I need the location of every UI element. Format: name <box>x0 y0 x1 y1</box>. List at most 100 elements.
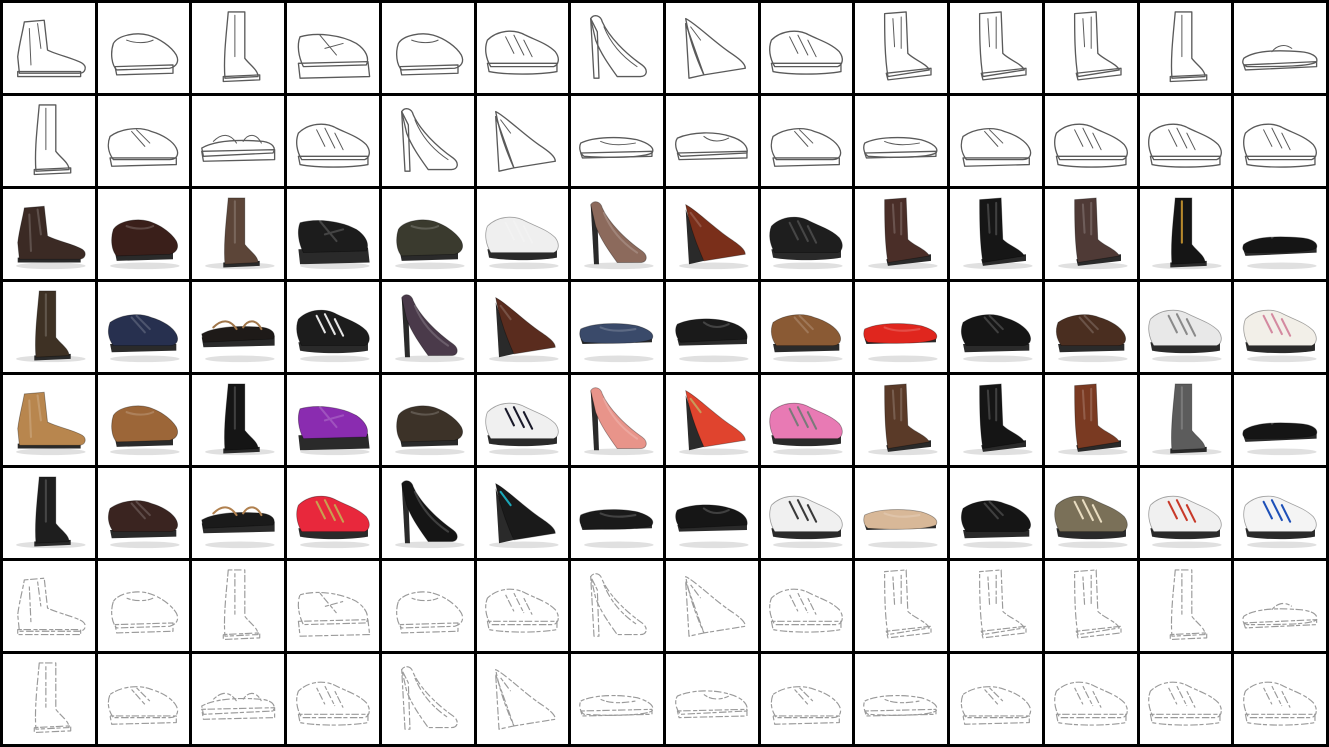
flat-shoe-image <box>579 508 654 548</box>
mary-jane-shoe-image <box>297 405 370 455</box>
shoe-faint-tile <box>571 654 663 744</box>
shoe-photo-tile <box>97 282 190 372</box>
cowboy-boot-shoe-image <box>868 197 938 269</box>
shoe-sketch-tile <box>950 3 1042 93</box>
oxford-shoe-image <box>771 127 842 167</box>
oxford-shoe-image <box>771 313 843 362</box>
shoe-sketch-tile <box>476 96 569 186</box>
shoe-sketch-tile <box>287 3 379 93</box>
flip-flop-shoe-image <box>1242 44 1318 71</box>
shoe-faint-tile <box>666 654 758 744</box>
pump-shoe-image <box>394 479 465 548</box>
shoe-photo-tile <box>3 375 95 465</box>
shoe-photo-tile <box>760 189 853 279</box>
wedge-shoe-image <box>684 575 746 637</box>
ankle-boot-shoe-image <box>15 205 86 269</box>
wedge-shoe-image <box>684 17 746 79</box>
shoe-sketch-tile <box>950 96 1042 186</box>
tall-boot-shoe-image <box>1152 383 1222 455</box>
shoe-photo-tile <box>381 375 474 465</box>
flat-shoe-image <box>579 322 654 362</box>
shoe-photo-tile <box>1234 189 1326 279</box>
wedge-shoe-image <box>489 482 559 548</box>
pump-shoe-image <box>590 572 647 637</box>
shoe-photo-tile <box>476 189 569 279</box>
pump-shoe-image <box>400 665 458 730</box>
flat-shoe-image <box>863 508 938 548</box>
cowboy-boot-shoe-image <box>962 197 1033 269</box>
loafer-shoe-image <box>674 318 749 362</box>
shoe-photo-tile <box>1044 282 1137 372</box>
shoe-photo-tile <box>381 468 474 558</box>
sneaker-shoe-image <box>1148 123 1223 168</box>
ankle-boot-shoe-image <box>15 391 86 455</box>
sneaker-shoe-image <box>1148 681 1223 726</box>
shoe-photo-tile <box>855 468 948 558</box>
ankle-boot-shoe-image <box>16 19 86 77</box>
oxford-shoe-image <box>1055 313 1128 362</box>
wedge-shoe-image <box>495 110 557 172</box>
shoe-sketch-tile <box>855 96 948 186</box>
shoe-faint-tile <box>287 561 379 651</box>
flat-shoe-image <box>863 136 938 159</box>
wedge-shoe-image <box>678 203 749 269</box>
sneaker-shoe-image <box>769 216 844 269</box>
shoe-photo-tile <box>760 468 853 558</box>
shoe-sketch-tile <box>3 96 95 186</box>
cowboy-boot-shoe-image <box>978 568 1027 639</box>
shoe-photo-tile <box>571 189 663 279</box>
pump-shoe-image <box>400 107 458 172</box>
shoe-photo-tile <box>192 189 285 279</box>
flat-shoe-image <box>863 694 938 717</box>
sneaker-shoe-image <box>1243 495 1317 548</box>
loafer-shoe-image <box>674 504 749 548</box>
shoe-sketch-tile <box>1139 96 1232 186</box>
shoe-sketch-tile <box>1139 3 1232 93</box>
sneaker-shoe-image <box>1148 495 1222 548</box>
tall-boot-shoe-image <box>1152 197 1222 269</box>
shoe-faint-tile <box>287 654 379 744</box>
shoe-sketch-tile <box>1044 3 1137 93</box>
shoe-sketch-tile <box>97 3 190 93</box>
sneaker-shoe-image <box>1053 495 1128 548</box>
shoe-photo-tile <box>381 189 474 279</box>
sneaker-shoe-image <box>1243 309 1317 362</box>
flip-flop-shoe-image <box>1242 602 1318 629</box>
tall-boot-shoe-image <box>15 476 86 548</box>
shoe-photo-tile <box>855 282 948 372</box>
clog-shoe-image <box>110 405 180 455</box>
shoe-faint-tile <box>855 561 948 651</box>
clog-shoe-image <box>110 219 180 269</box>
shoe-faint-tile <box>476 654 569 744</box>
flat-shoe-image <box>579 136 654 159</box>
shoe-faint-tile <box>381 561 474 651</box>
shoe-faint-tile <box>950 654 1042 744</box>
shoe-sketch-tile <box>1234 3 1326 93</box>
shoe-sketch-tile <box>476 3 569 93</box>
shoe-faint-tile <box>192 561 285 651</box>
shoe-sketch-tile <box>855 3 948 93</box>
shoe-photo-tile <box>287 468 379 558</box>
shoe-photo-tile <box>1139 282 1232 372</box>
clog-shoe-image <box>395 590 463 634</box>
shoe-photo-tile <box>3 282 95 372</box>
shoe-faint-tile <box>666 561 758 651</box>
oxford-shoe-image <box>108 127 179 167</box>
sneaker-shoe-image <box>1148 309 1222 362</box>
shoe-faint-tile <box>1234 654 1326 744</box>
clog-shoe-image <box>111 32 179 76</box>
shoe-photo-tile <box>950 282 1042 372</box>
shoe-faint-tile <box>1139 561 1232 651</box>
cowboy-boot-shoe-image <box>962 383 1033 455</box>
sneaker-shoe-image <box>485 30 560 75</box>
sneaker-shoe-image <box>485 402 559 455</box>
sneaker-shoe-image <box>1243 681 1317 726</box>
wedge-shoe-image <box>678 389 749 455</box>
shoe-photo-tile <box>97 468 190 558</box>
shoe-faint-tile <box>1139 654 1232 744</box>
loafer-shoe-image <box>674 689 748 718</box>
shoe-faint-tile <box>1234 561 1326 651</box>
shoe-photo-tile <box>666 189 758 279</box>
tall-boot-shoe-image <box>33 661 71 733</box>
